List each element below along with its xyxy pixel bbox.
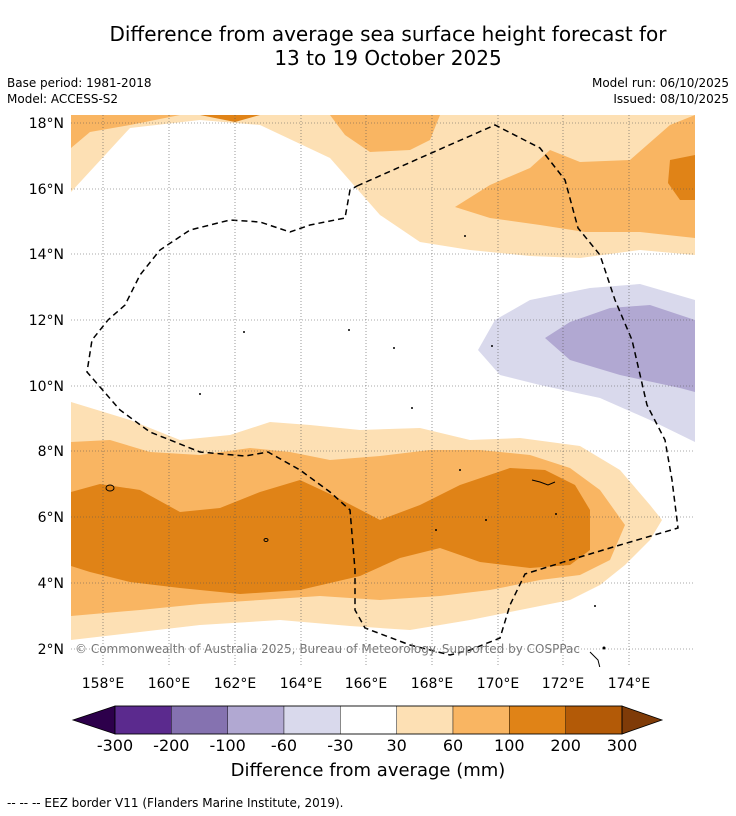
lat-label-14n: 14°N <box>29 247 64 263</box>
colorbar-swatch <box>114 705 172 735</box>
colorbar-swatch <box>565 705 623 735</box>
anomaly-negative-mid <box>545 305 695 392</box>
colorbar-swatch <box>509 705 566 735</box>
lon-label-160e: 160°E <box>148 676 191 692</box>
island <box>464 235 466 237</box>
gridlines <box>71 115 695 667</box>
title-line-1: Difference from average sea surface heig… <box>109 22 667 46</box>
lon-label-168e: 168°E <box>411 676 454 692</box>
island <box>531 479 556 486</box>
colorbar-tick: -30 <box>327 736 353 755</box>
lat-label-16n: 16°N <box>29 182 64 198</box>
island <box>459 469 461 471</box>
lat-label-10n: 10°N <box>29 379 64 395</box>
colorbar-swatch <box>452 705 510 735</box>
island <box>411 407 413 409</box>
island <box>243 331 245 333</box>
latitude-labels: 18°N 16°N 14°N 12°N 10°N 8°N 6°N 4°N 2°N <box>29 116 64 658</box>
island <box>589 651 601 667</box>
title-line-2: 13 to 19 October 2025 <box>274 46 502 70</box>
colorbar-tick: 300 <box>607 736 638 755</box>
lon-label-166e: 166°E <box>345 676 388 692</box>
map-area <box>71 115 695 667</box>
colorbar-tick: 200 <box>550 736 581 755</box>
island <box>485 519 487 521</box>
lat-label-8n: 8°N <box>38 444 64 460</box>
island <box>105 484 115 492</box>
island <box>199 393 201 395</box>
model-name: Model: ACCESS-S2 <box>7 92 119 106</box>
colorbar-swatch <box>340 705 397 735</box>
island <box>594 605 596 607</box>
lon-label-172e: 172°E <box>542 676 585 692</box>
lat-label-4n: 4°N <box>38 576 64 592</box>
island <box>393 347 395 349</box>
colorbar-tick: -100 <box>210 736 246 755</box>
island <box>555 513 557 515</box>
anomaly-band-north-mid-2 <box>330 115 440 152</box>
colorbar-under-arrow <box>71 705 116 735</box>
colorbar-outline <box>114 705 623 735</box>
colorbar-swatch <box>396 705 454 735</box>
lon-label-162e: 162°E <box>214 676 257 692</box>
meta-right: Model run: 06/10/2025 Issued: 08/10/2025 <box>592 75 729 107</box>
lon-label-170e: 170°E <box>477 676 520 692</box>
legend-footer: -- -- -- EEZ border V11 (Flanders Marine… <box>7 796 344 810</box>
colorbar-swatch <box>283 705 341 735</box>
colorbar-tick: 60 <box>443 736 463 755</box>
anomaly-band-south-dark <box>71 468 590 594</box>
lat-label-12n: 12°N <box>29 313 64 329</box>
colorbar-label: Difference from average (mm) <box>230 760 506 781</box>
colorbar-swatches <box>114 705 623 735</box>
anomaly-band-north-dark-2 <box>200 115 260 122</box>
lat-label-2n: 2°N <box>38 642 64 658</box>
island <box>348 329 350 331</box>
map-title: Difference from average sea surface heig… <box>40 22 736 70</box>
lat-label-6n: 6°N <box>38 510 64 526</box>
lat-label-18n: 18°N <box>29 116 64 132</box>
colorbar-over-arrow <box>621 705 664 735</box>
issued-date: Issued: 08/10/2025 <box>613 92 729 106</box>
longitude-labels: 158°E 160°E 162°E 164°E 166°E 168°E 170°… <box>82 676 651 692</box>
colorbar-tick: 100 <box>494 736 525 755</box>
meta-left: Base period: 1981-2018 Model: ACCESS-S2 <box>7 75 152 107</box>
base-period: Base period: 1981-2018 <box>7 76 152 90</box>
copyright-notice: © Commonwealth of Australia 2025, Bureau… <box>75 642 580 656</box>
island <box>491 345 493 347</box>
colorbar-tick: -300 <box>97 736 133 755</box>
colorbar-tick: -200 <box>153 736 189 755</box>
colorbar-tick: 30 <box>386 736 406 755</box>
island <box>263 538 269 542</box>
island <box>602 646 606 650</box>
colorbar: -300 -200 -100 -60 -30 30 60 100 200 300 <box>71 705 664 755</box>
colorbar-tick-labels: -300 -200 -100 -60 -30 30 60 100 200 300 <box>97 736 637 755</box>
lon-label-158e: 158°E <box>82 676 125 692</box>
model-run: Model run: 06/10/2025 <box>591 76 729 90</box>
anomaly-band-north-mid-3 <box>455 115 695 238</box>
island <box>435 529 437 531</box>
colorbar-swatch <box>171 705 228 735</box>
colorbar-tick: -60 <box>271 736 297 755</box>
colorbar-swatch <box>227 705 285 735</box>
lon-label-164e: 164°E <box>280 676 323 692</box>
lon-label-174e: 174°E <box>608 676 651 692</box>
